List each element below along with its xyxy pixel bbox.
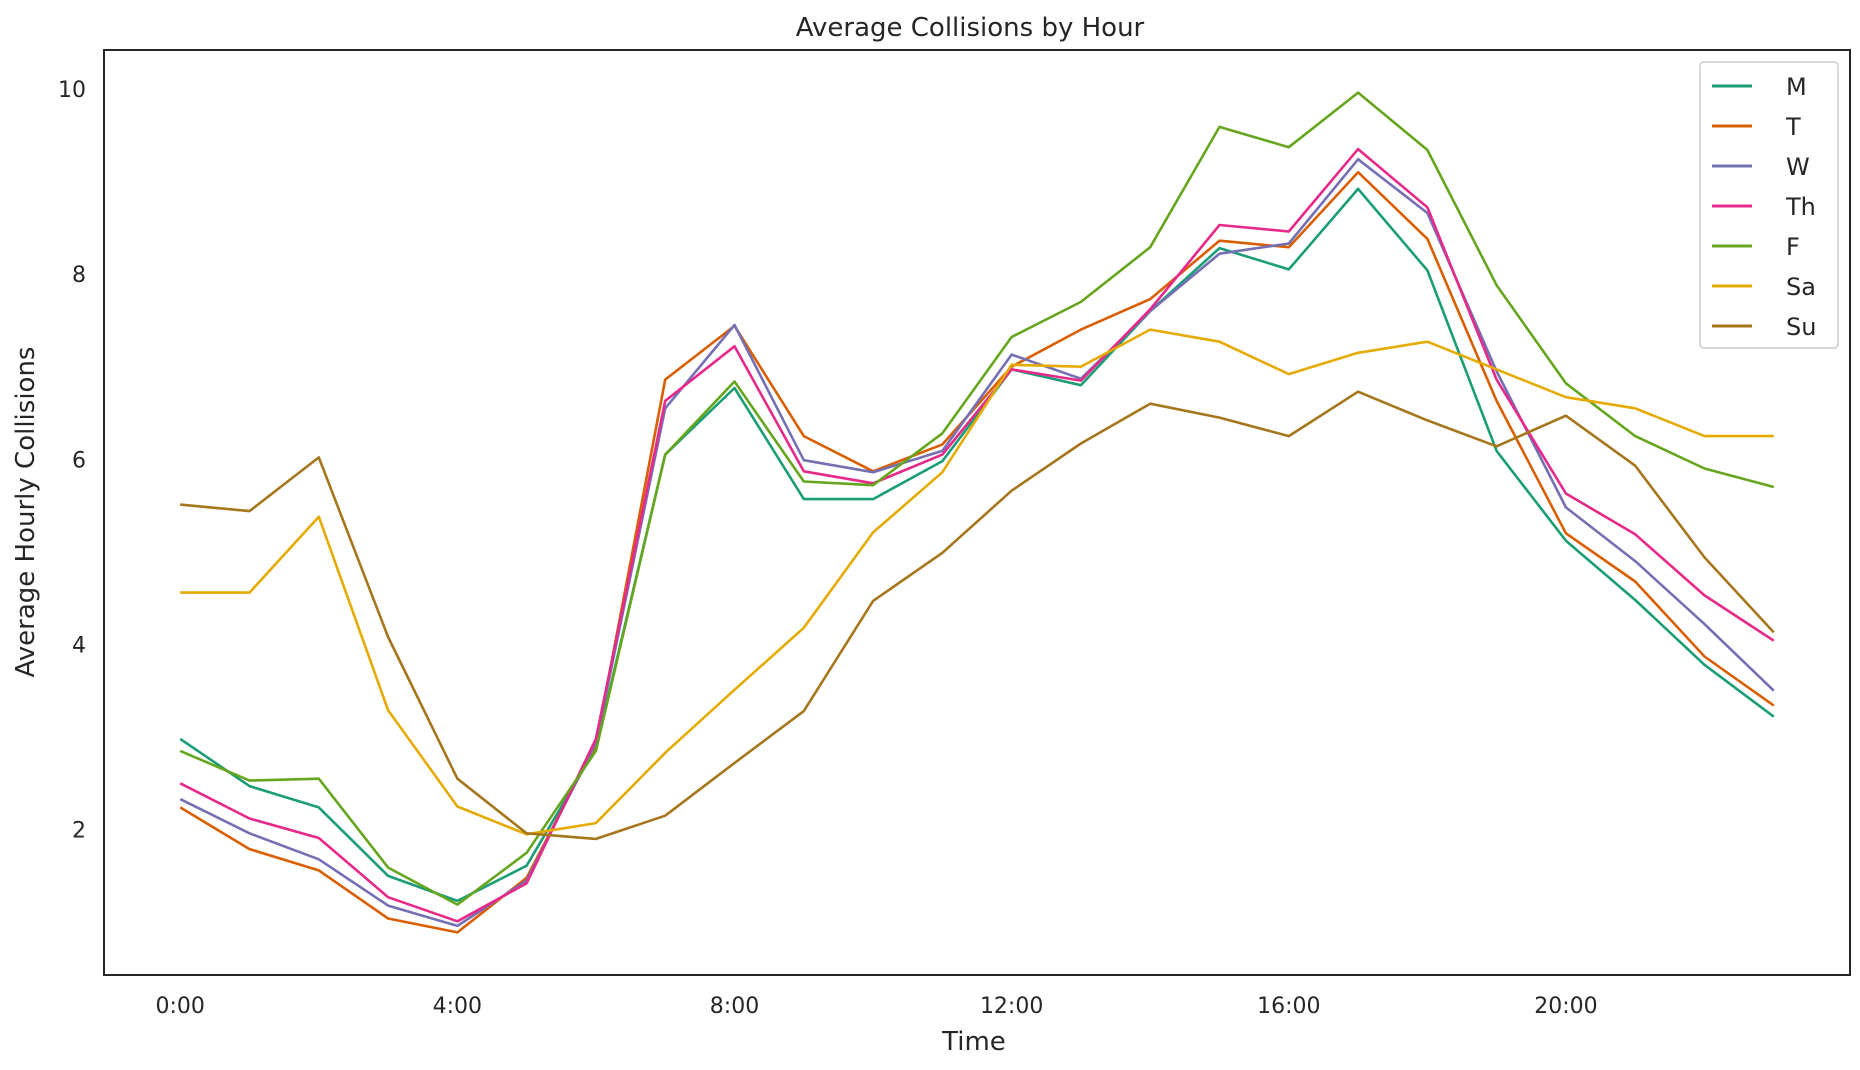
legend-items: MTW Th F Sa Su: [1712, 73, 1816, 341]
legend-label-m: M: [1786, 73, 1807, 101]
legend-box: [1699, 61, 1839, 349]
y-tick-label: 6: [72, 448, 86, 473]
legend-label-t: T: [1785, 113, 1801, 141]
y-axis-label: Average Hourly Collisions: [11, 347, 41, 678]
chart-title: Average Collisions by Hour: [796, 13, 1145, 43]
x-tick-label: 12:00: [980, 994, 1043, 1019]
x-tick-label: 8:00: [710, 994, 759, 1019]
legend-label-f: F: [1786, 233, 1800, 261]
x-tick-label: 4:00: [433, 994, 482, 1019]
series-line-w: [179, 158, 1775, 928]
series-line-th: [179, 147, 1775, 923]
series-line-m: [179, 187, 1775, 903]
series-lines: [179, 91, 1775, 934]
y-tick-label: 4: [72, 633, 86, 658]
legend-label-sa: Sa: [1786, 273, 1816, 301]
y-tick-label: 10: [58, 78, 86, 103]
x-tick-label: 20:00: [1534, 994, 1597, 1019]
series-line-su: [180, 390, 1775, 841]
legend-label-w: W: [1786, 153, 1810, 181]
y-axis-ticks: 2 4 6 8 10: [58, 78, 86, 844]
x-tick-label: 16:00: [1257, 994, 1320, 1019]
y-tick-label: 8: [72, 263, 86, 288]
series-line-sa: [180, 328, 1774, 836]
legend-label-th: Th: [1785, 193, 1816, 221]
x-tick-label: 0:00: [156, 994, 205, 1019]
legend: MTW Th F Sa Su: [1699, 61, 1839, 349]
series-line-f: [179, 91, 1775, 906]
y-tick-label: 2: [72, 819, 86, 844]
x-axis-ticks: 0:00 4:00 8:00 12:00 16:00 20:00: [156, 994, 1598, 1019]
x-axis-label: Time: [941, 1027, 1006, 1057]
legend-label-su: Su: [1786, 313, 1816, 341]
series-line-t: [179, 170, 1775, 934]
plot-area-frame: [103, 49, 1851, 976]
